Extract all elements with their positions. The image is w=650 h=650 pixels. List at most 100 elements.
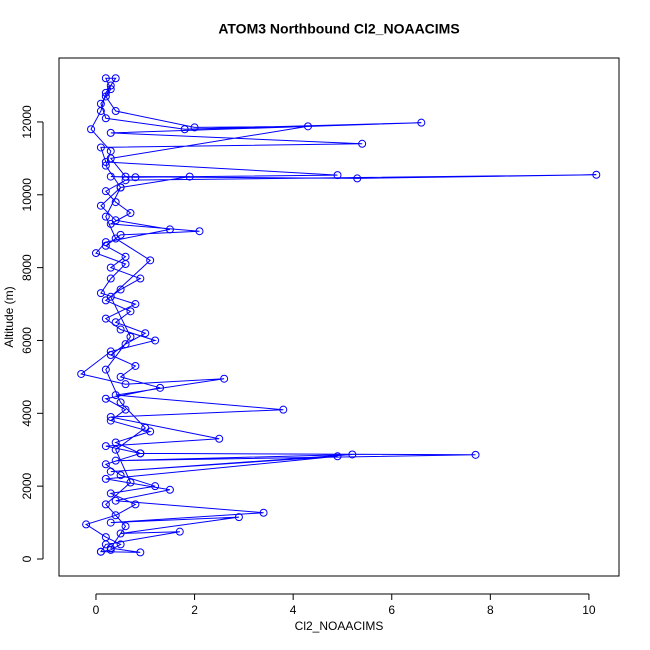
data-point xyxy=(333,452,342,461)
data-point xyxy=(106,544,115,553)
data-point xyxy=(106,154,115,163)
data-point xyxy=(106,489,115,498)
data-point xyxy=(116,285,125,294)
data-point xyxy=(131,361,140,370)
data-point xyxy=(116,529,125,538)
data-point xyxy=(106,81,115,90)
y-tick-label: 6000 xyxy=(20,327,34,354)
data-point xyxy=(101,88,110,97)
data-point xyxy=(111,511,120,520)
data-point xyxy=(101,161,110,170)
data-point xyxy=(106,351,115,360)
data-point xyxy=(131,500,140,509)
data-point xyxy=(106,467,115,476)
data-point xyxy=(111,198,120,207)
data-point xyxy=(101,74,110,83)
x-tick-label: 0 xyxy=(93,603,100,617)
data-point xyxy=(101,365,110,374)
data-point xyxy=(121,522,130,531)
data-point xyxy=(131,300,140,309)
y-tick-label: 10000 xyxy=(20,178,34,212)
data-point xyxy=(165,225,174,234)
data-point xyxy=(111,456,120,465)
y-tick-label: 8000 xyxy=(20,254,34,281)
data-point xyxy=(111,496,120,505)
data-point xyxy=(175,527,184,536)
data-point xyxy=(121,340,130,349)
data-point xyxy=(111,234,120,243)
data-point xyxy=(87,125,96,134)
data-point xyxy=(121,176,130,185)
data-point xyxy=(111,107,120,116)
data-point xyxy=(136,449,145,458)
data-point xyxy=(101,114,110,123)
plot-frame xyxy=(58,57,620,577)
data-point xyxy=(116,372,125,381)
data-point xyxy=(101,187,110,196)
data-point xyxy=(121,405,130,414)
chart-title: ATOM3 Northbound Cl2_NOAACIMS xyxy=(218,21,459,37)
x-tick-label: 10 xyxy=(582,603,596,617)
data-point xyxy=(106,518,115,527)
data-point xyxy=(116,325,125,334)
data-point xyxy=(106,263,115,272)
data-point xyxy=(101,314,110,323)
data-point xyxy=(106,292,115,301)
x-tick-label: 8 xyxy=(487,603,494,617)
data-point xyxy=(156,383,165,392)
data-point xyxy=(141,423,150,432)
data-point xyxy=(96,201,105,210)
data-point xyxy=(101,460,110,469)
data-point xyxy=(185,172,194,181)
data-point xyxy=(106,416,115,425)
x-tick-label: 4 xyxy=(290,603,297,617)
data-point xyxy=(126,307,135,316)
data-point xyxy=(220,374,229,383)
data-point xyxy=(111,318,120,327)
data-point xyxy=(259,508,268,517)
data-point xyxy=(82,520,91,529)
data-point xyxy=(121,259,130,268)
data-point xyxy=(101,212,110,221)
data-point xyxy=(96,107,105,116)
data-point xyxy=(195,227,204,236)
data-point xyxy=(136,274,145,283)
data-point xyxy=(101,92,110,101)
data-point xyxy=(111,74,120,83)
data-point xyxy=(101,238,110,247)
data-point xyxy=(353,174,362,183)
data-point xyxy=(348,450,357,459)
data-point xyxy=(234,513,243,522)
data-point xyxy=(141,329,150,338)
data-point xyxy=(96,289,105,298)
data-point xyxy=(333,171,342,180)
data-point xyxy=(101,442,110,451)
data-point xyxy=(116,183,125,192)
data-point xyxy=(592,170,601,179)
data-point xyxy=(106,347,115,356)
data-point xyxy=(116,471,125,480)
data-point xyxy=(136,548,145,557)
data-point xyxy=(101,241,110,250)
data-point xyxy=(131,173,140,182)
data-point xyxy=(126,332,135,341)
data-point xyxy=(146,256,155,265)
data-point xyxy=(106,412,115,421)
y-tick-label: 0 xyxy=(20,555,34,562)
data-point xyxy=(96,143,105,152)
data-point xyxy=(151,482,160,491)
data-point xyxy=(106,128,115,137)
data-point xyxy=(215,434,224,443)
data-point xyxy=(180,125,189,134)
x-tick-label: 6 xyxy=(388,603,395,617)
y-tick-label: 4000 xyxy=(20,400,34,427)
data-point xyxy=(101,500,110,509)
data-point xyxy=(116,398,125,407)
data-point xyxy=(116,540,125,549)
data-point xyxy=(279,405,288,414)
x-tick-label: 2 xyxy=(191,603,198,617)
data-point xyxy=(106,274,115,283)
data-point xyxy=(101,394,110,403)
data-point xyxy=(77,369,86,378)
